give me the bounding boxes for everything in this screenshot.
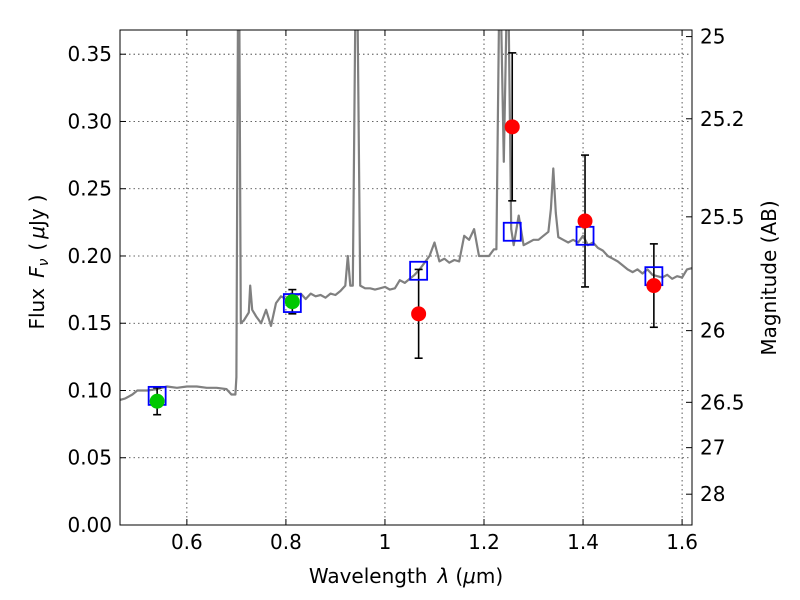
- observed-point: [284, 294, 300, 310]
- observed-point: [577, 213, 593, 229]
- y2-tick-label: 26.5: [700, 390, 745, 414]
- y-tick-label: 0.10: [67, 378, 112, 402]
- grid: [120, 30, 692, 525]
- x-tick-label: 1: [379, 530, 392, 554]
- data-marks: [147, 52, 664, 416]
- x-tick-label: 1.6: [666, 530, 698, 554]
- y2-tick-label: 25: [700, 25, 725, 49]
- y-tick-label: 0.30: [67, 109, 112, 133]
- x-tick-label: 0.6: [171, 530, 203, 554]
- y2-tick-label: 25.5: [700, 205, 745, 229]
- y-tick-label: 0.20: [67, 244, 112, 268]
- y-tick-label: 0.25: [67, 177, 112, 201]
- y2-tick-label: 28: [700, 482, 725, 506]
- observed-point: [504, 119, 520, 135]
- model-photometry-square: [502, 221, 522, 242]
- plot-frame: [119, 29, 693, 526]
- y-tick-label: 0.05: [67, 446, 112, 470]
- y2-axis-label: Magnitude (AB): [757, 200, 781, 355]
- y-tick-label: 0.15: [67, 311, 112, 335]
- y-tick-label: 0.00: [67, 513, 112, 537]
- y-axis-label: FluxFν(μJy): [25, 194, 52, 329]
- observed-point: [149, 393, 165, 409]
- observed-point: [646, 278, 662, 294]
- y2-tick-label: 27: [700, 436, 725, 460]
- y2-axis: 25 25.2 25.5 26 26.5 27 28: [686, 25, 745, 506]
- y2-tick-label: 26: [700, 319, 725, 343]
- x-axis-label: Wavelength λ (μm): [309, 564, 503, 588]
- y-axis: 0.00 0.05 0.10 0.15 0.20 0.25 0.30 0.35: [67, 42, 126, 537]
- x-axis: 0.6 0.8 1 1.2 1.4 1.6: [171, 30, 698, 554]
- x-tick-label: 0.8: [270, 530, 302, 554]
- model-photometry-square: [409, 260, 429, 281]
- y2-tick-label: 25.2: [700, 107, 745, 131]
- x-tick-label: 1.2: [468, 530, 500, 554]
- observed-point: [411, 306, 427, 322]
- x-tick-label: 1.4: [567, 530, 599, 554]
- model-photometry-square: [282, 293, 302, 313]
- y-tick-label: 0.35: [67, 42, 112, 66]
